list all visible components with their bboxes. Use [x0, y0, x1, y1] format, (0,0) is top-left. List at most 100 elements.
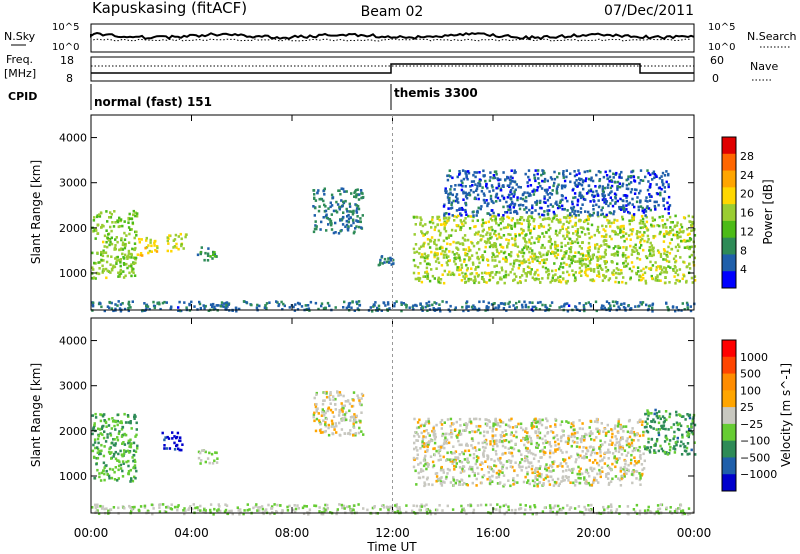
- echo-cell: [434, 435, 437, 439]
- echo-cell: [661, 268, 664, 271]
- echo-cell: [457, 248, 460, 251]
- echo-cell: [634, 469, 638, 473]
- echo-cell: [686, 233, 690, 236]
- echo-cell: [545, 190, 548, 194]
- echo-cell: [551, 510, 554, 514]
- echo-cell: [614, 449, 618, 453]
- echo-cell: [320, 304, 323, 308]
- echo-cell: [581, 258, 584, 262]
- echo-cell: [681, 277, 684, 280]
- echo-cell: [376, 309, 379, 312]
- echo-cell: [276, 301, 279, 304]
- echo-cell: [342, 187, 345, 191]
- echo-cell: [658, 507, 662, 511]
- echo-cell: [501, 421, 505, 424]
- echo-cell: [535, 199, 539, 203]
- echo-cell: [513, 202, 517, 206]
- echo-cell: [509, 262, 512, 266]
- echo-cell: [653, 200, 656, 204]
- echo-cell: [665, 301, 668, 305]
- echo-cell: [431, 460, 435, 464]
- echo-cell: [106, 436, 109, 439]
- echo-cell: [265, 302, 269, 305]
- echo-cell: [523, 437, 527, 440]
- echo-cell: [435, 247, 438, 251]
- echo-cell: [577, 505, 581, 508]
- echo-cell: [116, 240, 119, 244]
- echo-cell: [445, 432, 448, 436]
- echo-cell: [354, 433, 357, 437]
- echo-cell: [439, 468, 443, 472]
- echo-cell: [313, 396, 316, 400]
- echo-cell: [548, 235, 551, 239]
- echo-cell: [687, 431, 690, 434]
- echo-cell: [614, 475, 618, 478]
- echo-cell: [149, 238, 152, 242]
- echo-cell: [596, 263, 599, 267]
- echo-cell: [638, 181, 641, 185]
- echo-cell: [510, 451, 514, 455]
- echo-cell: [598, 264, 601, 268]
- echo-cell: [596, 266, 599, 269]
- echo-cell: [565, 462, 568, 465]
- echo-cell: [628, 219, 631, 223]
- echo-cell: [632, 215, 636, 218]
- echo-cell: [550, 252, 553, 255]
- echo-cell: [471, 437, 474, 440]
- echo-cell: [91, 432, 94, 436]
- echo-cell: [341, 410, 344, 413]
- echo-cell: [413, 417, 416, 421]
- echo-cell: [102, 461, 106, 465]
- echo-cell: [489, 232, 492, 235]
- echo-cell: [541, 448, 544, 452]
- echo-cell: [418, 247, 421, 250]
- echo-cell: [526, 181, 529, 184]
- echo-cell: [500, 435, 503, 439]
- echo-cell: [579, 437, 583, 441]
- echo-cell: [599, 170, 602, 174]
- echo-cell: [552, 469, 555, 472]
- echo-cell: [630, 473, 634, 476]
- echo-cell: [326, 301, 330, 305]
- echo-cell: [554, 202, 557, 205]
- echo-cell: [491, 434, 494, 437]
- echo-cell: [588, 432, 591, 435]
- echo-cell: [441, 249, 444, 253]
- echo-cell: [322, 189, 325, 193]
- echo-cell: [616, 425, 620, 428]
- echo-cell: [124, 244, 127, 248]
- echo-cell: [626, 177, 630, 181]
- echo-cell: [625, 256, 628, 260]
- echo-cell: [609, 202, 612, 205]
- echo-cell: [106, 236, 110, 240]
- echo-cell: [388, 261, 391, 264]
- echo-cell: [317, 189, 320, 192]
- echo-cell: [478, 180, 481, 183]
- echo-cell: [689, 238, 693, 241]
- echo-cell: [324, 424, 327, 428]
- echo-cell: [650, 438, 653, 441]
- echo-cell: [642, 430, 645, 434]
- echo-cell: [433, 253, 437, 256]
- echo-cell: [578, 194, 581, 198]
- echo-cell: [565, 450, 568, 454]
- echo-cell: [584, 470, 588, 474]
- echo-cell: [277, 304, 280, 308]
- echo-cell: [347, 220, 350, 224]
- echo-cell: [578, 257, 581, 261]
- echo-cell: [509, 175, 513, 179]
- cpid-row: CPID normal (fast) 151 themis 3300: [8, 84, 478, 110]
- echo-cell: [579, 454, 582, 458]
- echo-cell: [588, 236, 591, 240]
- echo-cell: [599, 439, 602, 443]
- echo-cell: [358, 401, 362, 404]
- echo-cell: [353, 191, 356, 195]
- echo-cell: [646, 430, 650, 434]
- echo-cell: [361, 214, 364, 217]
- echo-cell: [412, 465, 416, 469]
- echo-cell: [531, 305, 534, 309]
- echo-cell: [668, 215, 672, 219]
- echo-cell: [572, 424, 575, 428]
- echo-cell: [561, 198, 564, 202]
- echo-cell: [356, 204, 360, 208]
